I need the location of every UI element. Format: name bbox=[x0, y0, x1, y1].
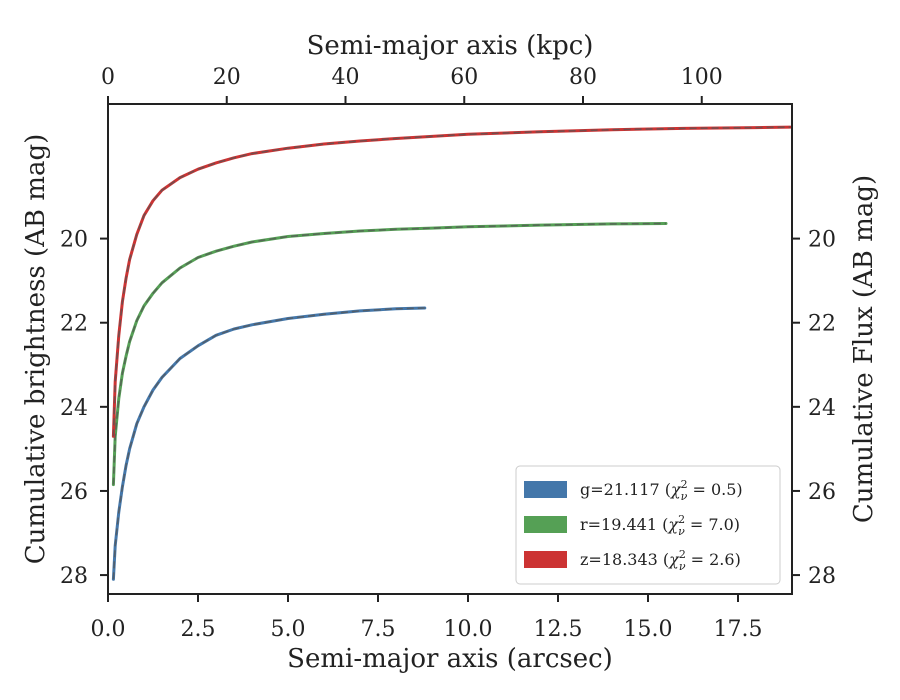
y-tick-label: 28 bbox=[60, 564, 88, 589]
series-model-line-0 bbox=[112, 307, 425, 580]
legend-label-2: z=18.343 (χ2 ν = 2.6) bbox=[580, 548, 741, 573]
legend-box bbox=[515, 465, 781, 585]
y-tick-label: 26 bbox=[60, 480, 88, 505]
y-tick-label: 24 bbox=[60, 396, 88, 421]
right-axis-ticks: 20 22 24 26 28 bbox=[792, 228, 836, 589]
y2-tick-label: 24 bbox=[808, 396, 836, 421]
series-model-line-2 bbox=[112, 126, 791, 437]
legend: g=21.117 (χ2 ν = 0.5) r=19.441 (χ2 ν = 7.0)… bbox=[515, 465, 781, 585]
legend-label-0: g=21.117 (χ2 ν = 0.5) bbox=[580, 478, 743, 503]
top-tick-label: 0 bbox=[101, 65, 115, 90]
top-tick-label: 100 bbox=[681, 65, 723, 90]
x-tick-label: 7.5 bbox=[361, 617, 396, 642]
top-tick-label: 40 bbox=[332, 65, 360, 90]
y2-tick-label: 20 bbox=[808, 228, 836, 253]
bottom-axis-ticks: 0.0 2.5 5.0 7.5 10.0 12.5 15.0 17.5 bbox=[91, 594, 763, 642]
y2-tick-label: 26 bbox=[808, 480, 836, 505]
plot-frame bbox=[107, 103, 793, 595]
y-tick-label: 20 bbox=[60, 228, 88, 253]
x-axis-title: Semi-major axis (arcsec) bbox=[287, 644, 613, 674]
legend-swatch-2 bbox=[524, 551, 567, 568]
top-axis-ticks: 0 20 40 60 80 100 bbox=[101, 65, 723, 104]
y2-tick-label: 22 bbox=[808, 312, 836, 337]
top-tick-label: 20 bbox=[213, 65, 241, 90]
top-axis-title: Semi-major axis (kpc) bbox=[307, 31, 594, 61]
top-tick-label: 60 bbox=[450, 65, 478, 90]
x-tick-label: 17.5 bbox=[714, 617, 763, 642]
left-axis-ticks: 20 22 24 26 28 bbox=[60, 228, 108, 589]
y-axis-title: Cumulative brightness (AB mag) bbox=[21, 134, 51, 565]
legend-swatch-1 bbox=[524, 516, 567, 533]
y2-tick-label: 28 bbox=[808, 564, 836, 589]
x-tick-label: 15.0 bbox=[624, 617, 673, 642]
series-layer bbox=[111, 125, 792, 581]
x-tick-label: 5.0 bbox=[271, 617, 306, 642]
x-tick-label: 2.5 bbox=[181, 617, 216, 642]
legend-swatch-0 bbox=[524, 481, 567, 498]
top-tick-label: 80 bbox=[569, 65, 597, 90]
legend-entries: g=21.117 (χ2 ν = 0.5) r=19.441 (χ2 ν = 7.0)… bbox=[524, 478, 743, 573]
x-tick-label: 10.0 bbox=[444, 617, 493, 642]
legend-label-1: r=19.441 (χ2 ν = 7.0) bbox=[580, 513, 740, 538]
series-model-line-1 bbox=[112, 222, 667, 485]
y-tick-label: 22 bbox=[60, 312, 88, 337]
x-tick-label: 12.5 bbox=[534, 617, 583, 642]
x-tick-label: 0.0 bbox=[91, 617, 126, 642]
right-axis-title: Cumulative Flux (AB mag) bbox=[849, 175, 879, 523]
